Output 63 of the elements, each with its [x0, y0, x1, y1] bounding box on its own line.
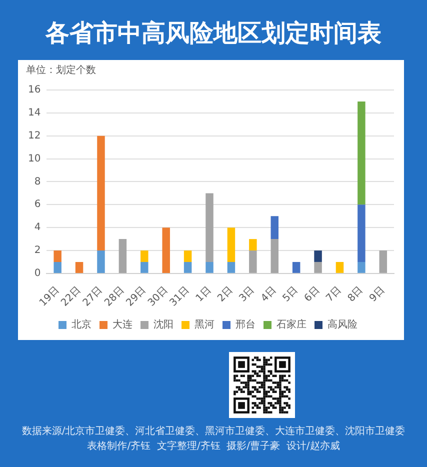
bar	[184, 250, 192, 262]
bar	[314, 262, 322, 273]
bar	[97, 250, 105, 273]
legend-label: 高风险	[328, 318, 358, 331]
bar	[140, 250, 148, 262]
bar	[358, 262, 366, 273]
bar	[118, 239, 127, 273]
x-tick-label: 6日	[302, 284, 322, 304]
bar	[358, 204, 366, 262]
bar	[249, 239, 257, 251]
legend-label: 沈阳	[154, 318, 174, 331]
bar	[270, 216, 278, 240]
bar	[227, 262, 236, 273]
bar	[140, 262, 148, 273]
bar	[184, 262, 192, 273]
y-tick-label: 12	[28, 130, 41, 142]
y-axis-title: 单位：划定个数	[26, 65, 96, 77]
bar	[54, 262, 62, 273]
source-note: 数据来源/北京市卫健委、河北省卫健委、黑河市卫健委、大连市卫健委、沈阳市卫健委	[20, 424, 406, 439]
bar	[75, 262, 84, 273]
x-tick-label: 7日	[324, 284, 344, 304]
bar	[162, 228, 170, 273]
x-tick-label: 28日	[102, 284, 127, 309]
bar	[249, 250, 257, 273]
y-tick-label: 4	[34, 222, 41, 234]
x-tick-label: 8日	[346, 284, 366, 304]
bar	[97, 136, 105, 251]
x-tick-label: 29日	[124, 284, 148, 309]
bar	[379, 250, 388, 273]
x-tick-label: 5日	[280, 284, 300, 304]
y-tick-label: 6	[34, 199, 41, 210]
y-tick-label: 16	[28, 84, 41, 96]
bar	[292, 262, 300, 273]
x-tick-label: 9日	[368, 284, 388, 304]
text: 表格制作/齐钰 文字整理/齐钰 摄影/曹子豪 设计/赵亦威	[86, 440, 341, 454]
x-tick-label: 31日	[168, 284, 192, 309]
bar	[227, 228, 236, 262]
y-tick-label: 14	[28, 108, 41, 119]
chart-title: 各省市中高风险地区划定时间表	[44, 18, 382, 48]
x-tick-label: 3日	[238, 284, 257, 304]
bar	[206, 193, 214, 262]
x-tick-label: 19日	[38, 284, 62, 309]
bar	[314, 250, 322, 262]
legend-label: 北京	[72, 318, 92, 331]
bar	[336, 262, 344, 273]
x-tick-label: 27日	[81, 284, 105, 309]
x-tick-label: 2日	[216, 284, 236, 304]
bar	[54, 250, 62, 262]
x-tick-label: 22日	[59, 284, 84, 309]
legend-label: 大连	[112, 318, 132, 331]
x-tick-label: 4日	[259, 284, 279, 304]
y-tick-label: 0	[34, 268, 41, 280]
y-tick-label: 10	[28, 153, 41, 164]
legend-label: 黑河	[194, 318, 214, 331]
y-tick-label: 2	[34, 245, 41, 256]
legend-label: 石家庄	[276, 318, 306, 331]
x-tick-label: 1日	[194, 284, 214, 304]
legend-label: 邢台	[236, 318, 256, 331]
x-tick-label: 30日	[146, 284, 170, 309]
bar	[206, 262, 214, 273]
bar	[270, 239, 278, 273]
bar	[358, 101, 366, 205]
y-tick-label: 8	[34, 176, 41, 188]
